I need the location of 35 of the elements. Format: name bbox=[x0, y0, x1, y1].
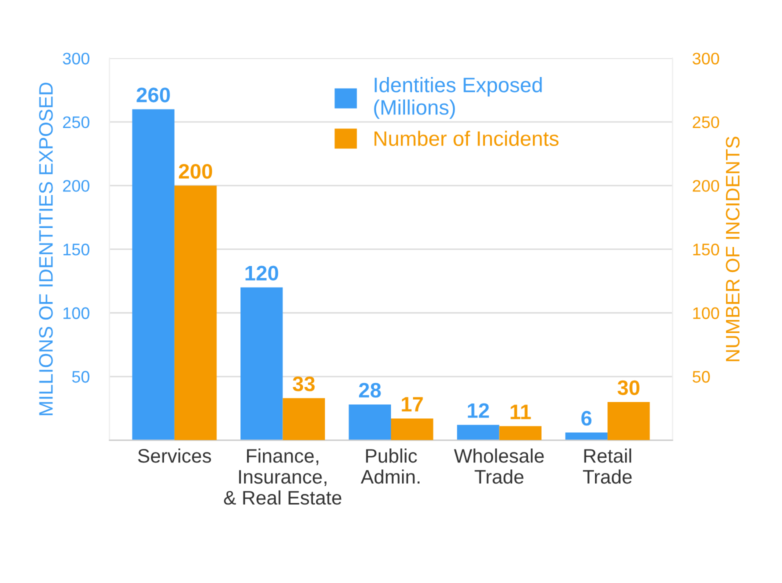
data-label: 260 bbox=[136, 88, 170, 102]
data-label: 30 bbox=[618, 380, 640, 396]
y2-tick-label: 250 bbox=[692, 116, 720, 128]
y2-tick-label: 200 bbox=[692, 180, 720, 192]
y-tick-label: 250 bbox=[63, 116, 90, 128]
bar bbox=[240, 287, 283, 440]
x-tick-label: Retail Trade bbox=[582, 448, 632, 484]
data-label: 120 bbox=[246, 266, 278, 281]
data-label: 11 bbox=[510, 404, 531, 420]
y-tick-label: 50 bbox=[72, 370, 90, 383]
x-tick-label: Finance, Insurance, & Real Estate bbox=[224, 448, 342, 505]
y2-tick-label: 50 bbox=[692, 370, 710, 383]
x-tick-label: Services bbox=[138, 448, 212, 463]
y2-tick-label: 100 bbox=[693, 307, 720, 320]
data-label: 28 bbox=[359, 382, 381, 398]
data-label: 33 bbox=[292, 376, 315, 392]
legend-label: Identities Exposed (Millions) bbox=[374, 77, 542, 119]
bar bbox=[565, 432, 608, 440]
x-tick-label: Public Admin. bbox=[360, 448, 420, 484]
data-label: 12 bbox=[468, 403, 489, 418]
y-tick-label: 100 bbox=[64, 307, 90, 320]
data-label: 17 bbox=[402, 397, 423, 412]
y2-tick-label: 150 bbox=[693, 244, 720, 256]
y-axis-title: MILLIONS OF IDENTITIES EXPOSED bbox=[39, 82, 53, 416]
data-label: 200 bbox=[178, 164, 212, 179]
y2-tick-label: 300 bbox=[692, 52, 720, 65]
bar bbox=[282, 398, 325, 440]
y-tick-label: 300 bbox=[62, 52, 90, 65]
y2-axis-title: NUMBER OF INCIDENTS bbox=[726, 136, 740, 362]
data-label: 6 bbox=[581, 410, 592, 426]
y-tick-label: 150 bbox=[64, 244, 90, 256]
x-tick-label: Wholesale Trade bbox=[454, 448, 544, 484]
y-tick-label: 200 bbox=[63, 180, 90, 192]
legend-label: Number of Incidents bbox=[374, 130, 559, 146]
bar bbox=[608, 402, 650, 440]
